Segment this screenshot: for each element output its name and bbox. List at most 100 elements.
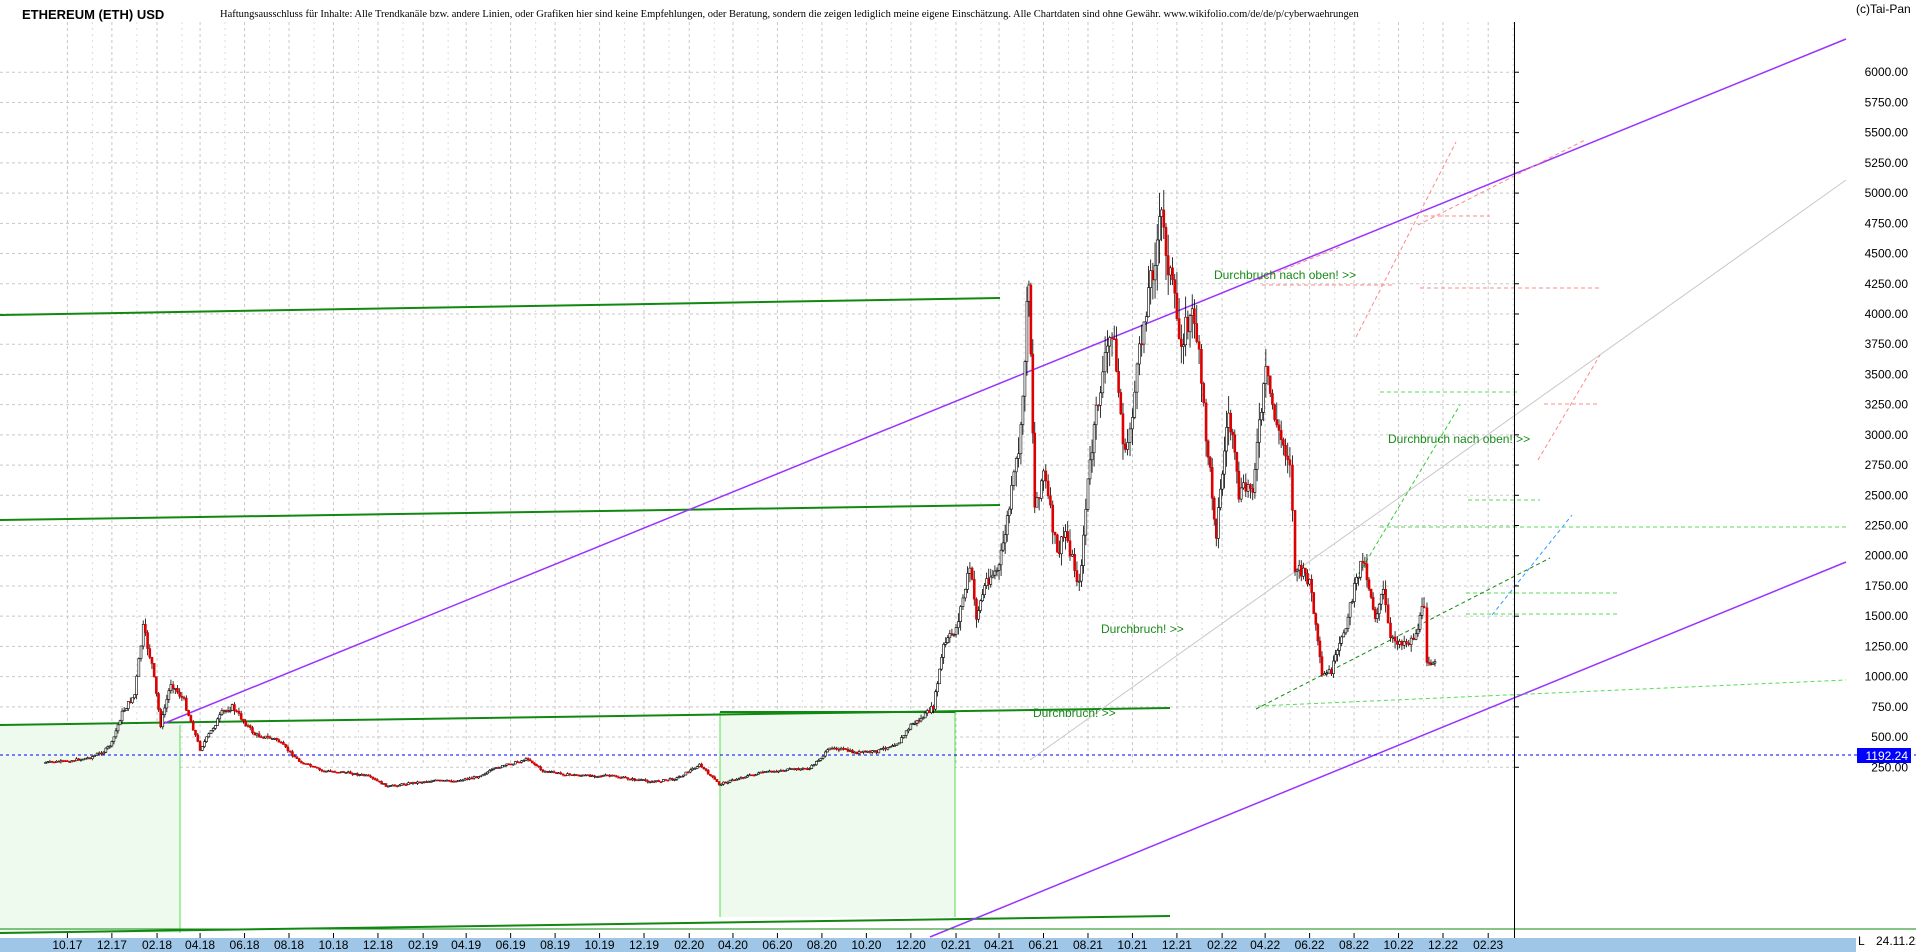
candle-body: [1336, 650, 1339, 655]
candle-body: [635, 779, 639, 782]
candle-body: [488, 770, 491, 773]
candle-body: [429, 781, 433, 783]
candle-body: [917, 719, 921, 722]
candle-body: [1310, 579, 1313, 593]
candle-body: [494, 767, 498, 769]
candle-body: [44, 762, 47, 764]
candle-body: [1135, 363, 1139, 393]
annotation-label: Durchbruch! >>: [1033, 706, 1116, 720]
candle-body: [1155, 239, 1159, 266]
candle-body: [293, 755, 296, 758]
y-axis: 250.00 500.00 750.00 1000.00 1250.00 1500.00 1…: [1514, 22, 1911, 942]
candle-body: [1049, 495, 1052, 506]
candle-body: [902, 735, 906, 738]
candle-body: [1312, 592, 1316, 614]
candle-body: [788, 768, 792, 770]
candle-body: [826, 749, 829, 753]
candle-body: [110, 741, 114, 747]
candle-body: [282, 741, 285, 745]
candle-body: [666, 779, 670, 782]
candle-body: [338, 771, 341, 774]
candle-body: [200, 746, 204, 751]
y-tick-label: 2500.00: [1865, 488, 1909, 502]
candle-body: [657, 780, 661, 782]
candle-body: [786, 768, 789, 771]
candle-body: [291, 751, 294, 757]
candle-body: [799, 768, 803, 771]
candle-body: [452, 780, 456, 783]
candle-body: [1346, 616, 1350, 629]
candle-body: [477, 776, 480, 779]
candle-body: [391, 784, 394, 787]
candle-body: [1179, 338, 1183, 347]
candle-body: [1175, 292, 1179, 320]
candle-body: [704, 768, 708, 771]
candle-body: [459, 779, 462, 782]
candle-body: [559, 772, 563, 775]
candle-body: [436, 779, 440, 782]
candle-body: [792, 768, 796, 770]
candle-body: [1348, 602, 1352, 618]
candle-body: [1257, 419, 1261, 443]
candle-body: [409, 782, 413, 785]
candle-body: [490, 769, 493, 771]
candle-body: [702, 766, 706, 770]
x-tick-label: 10.19: [585, 938, 615, 952]
candle-body: [360, 774, 364, 776]
candle-body: [1369, 588, 1373, 598]
candle-body: [1262, 383, 1265, 413]
candle-body: [839, 747, 843, 751]
candle-body: [384, 783, 388, 787]
candle-body: [418, 781, 422, 784]
candle-body: [411, 781, 415, 784]
candle-body: [340, 771, 343, 773]
candle-body: [561, 773, 565, 776]
candle-body: [173, 688, 177, 690]
candle-body: [1255, 442, 1259, 470]
candle-body: [1246, 484, 1250, 492]
candle-body: [447, 779, 451, 782]
candle-body: [1064, 531, 1067, 538]
candle-body: [873, 750, 876, 752]
candle-body: [262, 737, 265, 739]
candle-body: [1099, 392, 1102, 406]
candle-body: [870, 750, 874, 753]
candle-body: [1071, 554, 1074, 557]
candle-body: [535, 763, 538, 767]
candle-body: [1291, 464, 1294, 511]
candle-body: [114, 730, 118, 738]
candle-body: [741, 777, 745, 779]
candle-body: [423, 781, 426, 783]
candle-body: [275, 738, 278, 741]
candle-body: [648, 781, 652, 784]
candle-body: [1304, 567, 1307, 574]
candle-body: [837, 748, 841, 751]
candle-body: [851, 749, 854, 754]
candle-body: [693, 768, 697, 770]
x-tick-label: 08.20: [807, 938, 837, 952]
candle-body: [1221, 473, 1224, 490]
candle-body: [828, 747, 832, 751]
candle-body: [904, 730, 908, 736]
candle-body: [952, 634, 956, 636]
candle-body: [835, 747, 838, 750]
candle-body: [784, 770, 787, 772]
x-tick-label: 02.19: [408, 938, 438, 952]
candle-body: [382, 783, 386, 785]
candle-body: [516, 761, 519, 763]
candle-body: [66, 760, 69, 762]
candle-body: [864, 750, 867, 753]
candle-body: [148, 648, 152, 658]
candle-body: [1389, 622, 1392, 638]
candle-body: [659, 781, 663, 783]
y-tick-label: 5750.00: [1865, 95, 1909, 109]
x-tick-label: 04.20: [718, 938, 748, 952]
candle-body: [972, 579, 976, 600]
x-tick-label: 02.20: [674, 938, 704, 952]
candle-body: [1053, 531, 1057, 536]
dashed-trend-blue: [1491, 514, 1573, 616]
candle-body: [1217, 507, 1220, 539]
candle-body: [626, 777, 630, 780]
candle-body: [919, 717, 923, 722]
candle-body: [866, 751, 870, 753]
